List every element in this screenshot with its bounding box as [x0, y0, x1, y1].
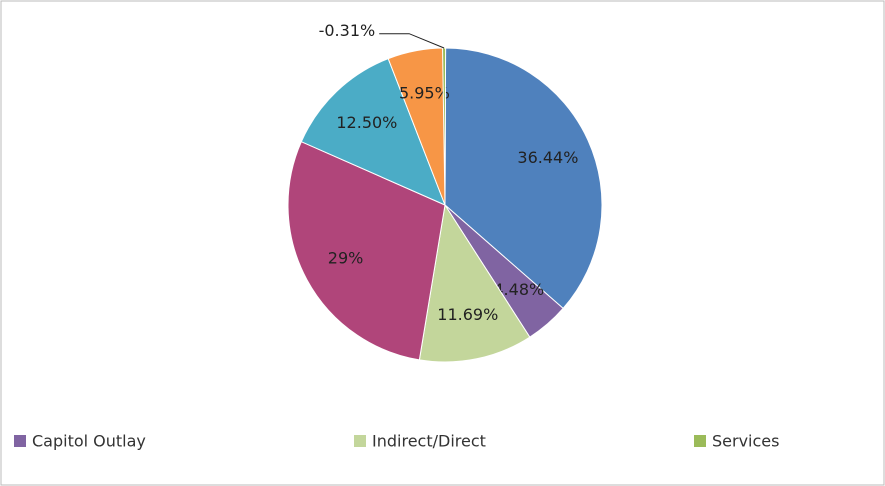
data-label: 36.44% — [517, 148, 578, 167]
legend-swatch — [694, 435, 706, 447]
data-label: 12.50% — [336, 113, 397, 132]
leader-line — [379, 33, 445, 49]
legend-label: Capitol Outlay — [32, 432, 146, 451]
pie-slice — [287, 140, 446, 361]
data-label: 11.69% — [437, 305, 498, 324]
data-label: -0.31% — [319, 21, 376, 40]
legend: Capitol Outlay Indirect/Direct Services — [14, 432, 779, 451]
legend-label: Services — [712, 432, 779, 451]
pie-slice — [300, 57, 446, 206]
legend-label: Indirect/Direct — [372, 432, 486, 451]
legend-swatch — [14, 435, 26, 447]
pie-slice — [444, 47, 603, 310]
legend-swatch — [354, 435, 366, 447]
pie-slice — [442, 47, 447, 206]
pie-slice — [418, 203, 531, 363]
data-label: 4.48% — [493, 280, 544, 299]
data-label: 5.95% — [399, 83, 450, 102]
data-label: 29% — [328, 248, 364, 267]
